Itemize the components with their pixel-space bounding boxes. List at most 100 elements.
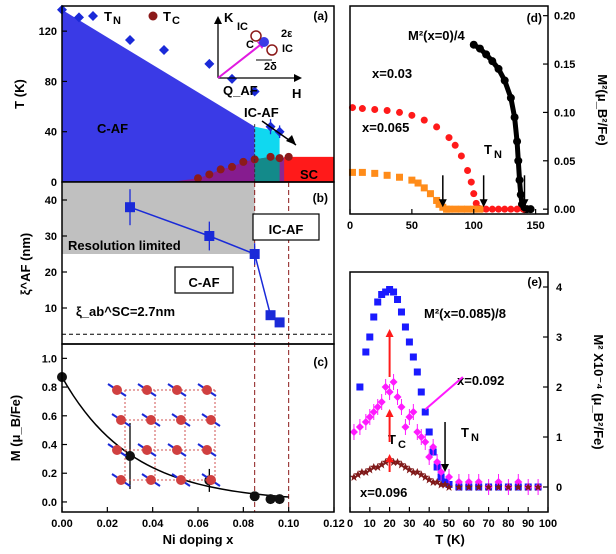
m2e-point-x0085 — [394, 296, 402, 303]
spin-site — [206, 475, 216, 485]
xtick-label-d: 50 — [406, 220, 418, 232]
axes-c — [61, 343, 335, 513]
legend-tc-sub: C — [172, 15, 180, 27]
legend-x0085: M²(x=0.085)/8 — [424, 306, 506, 321]
m2-point-x003 — [420, 116, 428, 124]
m2e-point-x0092 — [429, 443, 438, 451]
ylabel-a: T (K) — [12, 79, 27, 109]
m2e-point-x0096 — [353, 470, 362, 479]
moment-point — [125, 451, 135, 461]
inset-q-arrow — [217, 41, 265, 79]
xtick-label-e: 10 — [364, 518, 376, 530]
xtick-label-c: 0.00 — [51, 518, 72, 530]
ytick-label-e: 1 — [556, 432, 562, 444]
spin-site — [142, 385, 152, 395]
ytick-label-c: 0.6 — [42, 411, 57, 423]
m2e-point-x0092 — [464, 478, 473, 486]
m2e-point-x0096 — [474, 483, 483, 491]
tc-point — [275, 154, 284, 163]
m2-point-x003 — [482, 205, 490, 213]
xlabel-e: T (K) — [435, 532, 465, 547]
legend-x0065: x=0.065 — [362, 120, 409, 135]
ylabel-b: ξ^AF (nm) — [18, 233, 33, 295]
m2e-point-x0085 — [413, 368, 421, 376]
ytick-label-a: 0 — [51, 177, 57, 189]
ylabel-d: M²(μ_B²/Fe) — [595, 74, 610, 146]
inset-q-label: Q_AF — [223, 83, 258, 98]
m2-point-x003 — [408, 111, 416, 119]
xtick-label-e: 0 — [347, 518, 353, 530]
m2e-point-x0085 — [405, 338, 413, 346]
m2e-point-x0092 — [433, 458, 442, 466]
legend-tn-sub: N — [113, 15, 121, 27]
spin-site — [206, 415, 216, 425]
ytick-label-a: 120 — [39, 26, 57, 38]
m2e-point-x0096 — [361, 468, 370, 476]
spin-site — [146, 475, 156, 485]
tc-arrow-head — [385, 329, 394, 337]
m2e-point-x0092 — [409, 408, 418, 416]
m2-point-x003 — [467, 178, 475, 186]
axes-d — [349, 5, 549, 215]
xtick-label-e: 30 — [403, 518, 415, 530]
m2e-point-x0092 — [417, 433, 426, 441]
spin-site — [112, 385, 122, 395]
xtick-label-d: 100 — [465, 220, 483, 232]
m2e-point-x0092 — [365, 413, 374, 421]
inset-ic-spot — [266, 44, 278, 56]
spin-site — [202, 445, 212, 455]
tn-point — [159, 45, 169, 55]
m2e-point-x0092 — [397, 403, 406, 411]
box-c-af — [174, 266, 234, 294]
ytick-label-b: 10 — [45, 303, 57, 315]
m2e-point-x0085 — [370, 313, 378, 321]
spin-site — [172, 445, 182, 455]
m2e-point-x0092 — [405, 413, 414, 421]
m2e-point-x0096 — [454, 483, 463, 491]
m2-point-x003 — [433, 123, 441, 131]
label-resolution-limited: Resolution limited — [68, 238, 181, 253]
xi-point — [204, 231, 215, 241]
spin-site — [116, 415, 126, 425]
xtick-label-e: 90 — [522, 518, 534, 530]
xtick-label-c: 0.04 — [142, 518, 164, 530]
label-tn-e-sub: N — [471, 432, 479, 444]
m2e-point-x0092 — [514, 478, 523, 486]
label-tn-e: T — [461, 425, 469, 440]
panel-label-e: (e) — [527, 275, 542, 289]
spin-site — [112, 445, 122, 455]
region-c-af — [62, 9, 255, 183]
m2e-point-x0085 — [390, 288, 398, 296]
panel-label-c: (c) — [313, 355, 328, 369]
legend-x0092: x=0.092 — [457, 373, 504, 388]
region-label-ic-af: IC-AF — [244, 105, 279, 120]
ytick-label-b: 30 — [45, 231, 57, 243]
m2-point-x0065 — [426, 190, 434, 198]
ytick-label-a: 40 — [45, 127, 57, 139]
m2-point-x0065 — [433, 196, 441, 204]
box-ic-af — [252, 213, 320, 241]
m2e-point-x0092 — [389, 378, 398, 386]
moment-point — [274, 494, 285, 505]
m2e-point-x0092 — [349, 428, 358, 436]
m2e-point-x0096 — [349, 473, 358, 481]
arrow-ic-af-head — [286, 135, 296, 145]
moment-point — [249, 491, 260, 502]
xtick-label-e: 60 — [463, 518, 475, 530]
m2e-point-x0092 — [454, 478, 463, 486]
ylabel-e: M² X10⁻⁴ (μ_B²/Fe) — [591, 334, 606, 449]
m2e-point-x0085 — [417, 388, 425, 396]
legend-tc-marker — [148, 11, 158, 21]
m2e-point-x0096 — [534, 483, 543, 491]
m2e-point-x0085 — [386, 286, 394, 293]
m2-point-x003 — [457, 152, 465, 160]
ytick-label-e: 3 — [556, 332, 562, 344]
panel-label-a: (a) — [313, 9, 328, 23]
m2e-point-x0092 — [421, 438, 430, 446]
m2e-point-x0085 — [382, 288, 390, 296]
m2e-point-x0092 — [474, 478, 483, 486]
panel-label-d: (d) — [527, 11, 542, 25]
m2-point-x003 — [371, 106, 379, 114]
m2e-point-x0092 — [401, 423, 410, 431]
